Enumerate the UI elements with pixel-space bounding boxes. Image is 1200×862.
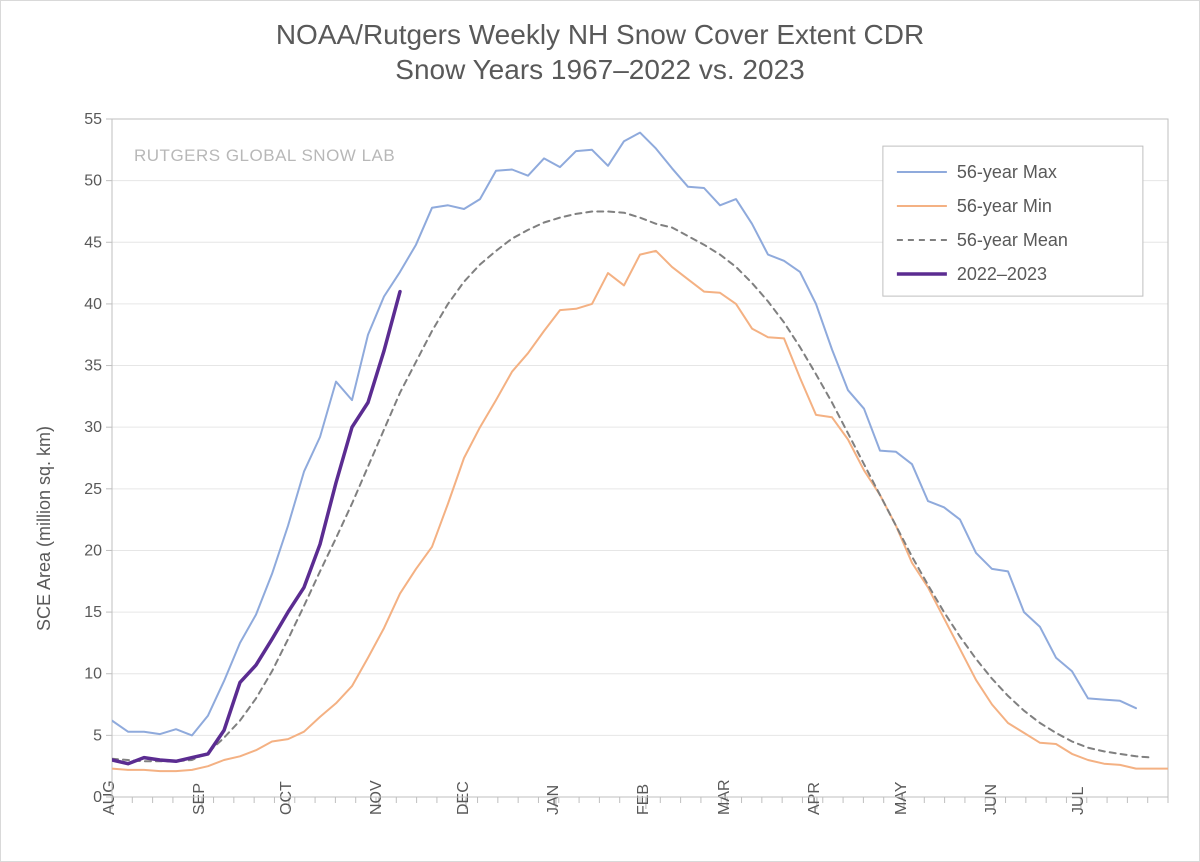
svg-text:JAN: JAN [545, 785, 562, 815]
series-min [112, 251, 1168, 771]
svg-text:APR: APR [806, 782, 823, 815]
chart-frame: NOAA/Rutgers Weekly NH Snow Cover Extent… [0, 0, 1200, 862]
svg-text:30: 30 [84, 419, 102, 436]
legend-label-mean: 56-year Mean [957, 230, 1068, 250]
svg-text:SEP: SEP [191, 783, 208, 815]
svg-text:15: 15 [84, 604, 102, 621]
svg-text:55: 55 [84, 111, 102, 128]
svg-text:35: 35 [84, 358, 102, 375]
svg-text:JUL: JUL [1070, 786, 1087, 815]
svg-text:10: 10 [84, 666, 102, 683]
svg-text:FEB: FEB [635, 784, 652, 815]
svg-text:50: 50 [84, 173, 102, 190]
chart-title: NOAA/Rutgers Weekly NH Snow Cover Extent… [1, 1, 1199, 87]
title-line-2: Snow Years 1967–2022 vs. 2023 [1, 52, 1199, 87]
svg-text:20: 20 [84, 542, 102, 559]
title-line-1: NOAA/Rutgers Weekly NH Snow Cover Extent… [1, 17, 1199, 52]
svg-text:5: 5 [93, 727, 102, 744]
legend-label-max: 56-year Max [957, 162, 1057, 182]
plot-area: 0510152025303540455055AUGSEPOCTNOVDECJAN… [64, 111, 1180, 845]
svg-text:MAY: MAY [893, 781, 910, 815]
y-axis-label: SCE Area (million sq. km) [34, 426, 55, 631]
svg-text:JUN: JUN [983, 784, 1000, 815]
svg-text:45: 45 [84, 234, 102, 251]
svg-text:OCT: OCT [278, 781, 295, 815]
svg-text:DEC: DEC [455, 781, 472, 815]
svg-text:RUTGERS GLOBAL SNOW LAB: RUTGERS GLOBAL SNOW LAB [134, 146, 395, 165]
svg-text:25: 25 [84, 481, 102, 498]
svg-text:AUG: AUG [101, 780, 118, 815]
svg-text:40: 40 [84, 296, 102, 313]
legend-label-min: 56-year Min [957, 196, 1052, 216]
series-current [112, 292, 400, 764]
legend-label-current: 2022–2023 [957, 264, 1047, 284]
